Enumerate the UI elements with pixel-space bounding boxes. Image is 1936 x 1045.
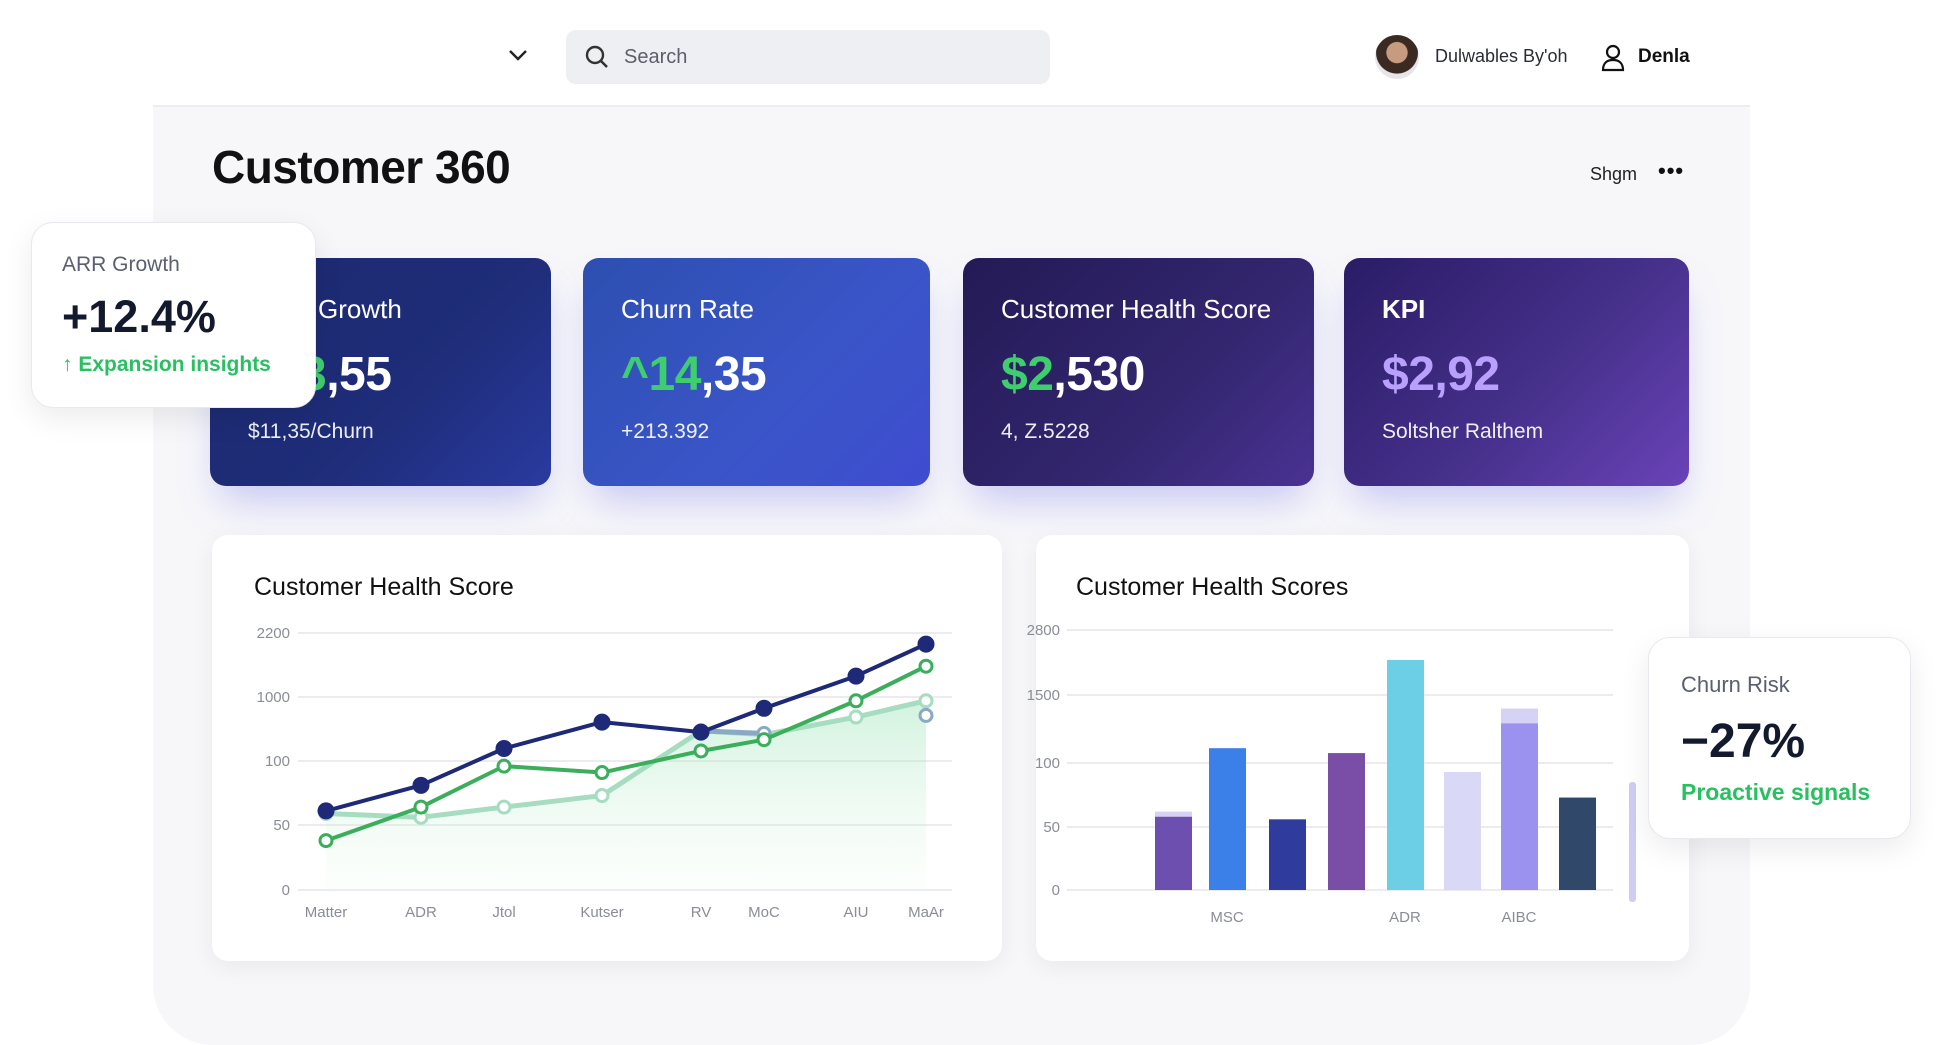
- popover-value: −27%: [1681, 715, 1806, 768]
- arr-growth-popover: ARR Growth +12.4% ↑ Expansion insights: [31, 222, 316, 408]
- card-sub: +213.392: [621, 420, 710, 443]
- card-sub: $11,35/Churn: [248, 420, 374, 443]
- kpi-card-churn-rate[interactable]: Churn Rate ^14,35 +213.392: [583, 258, 930, 486]
- card-value: ,55: [326, 348, 392, 401]
- more-options-icon[interactable]: •••: [1658, 158, 1685, 183]
- card-value-accent: $2: [1001, 348, 1054, 401]
- chevron-down-icon[interactable]: [505, 42, 531, 68]
- popover-insight[interactable]: ↑ Expansion insights: [62, 353, 271, 376]
- kpi-card-kpi[interactable]: KPI $2,92 Soltsher Ralthem: [1344, 258, 1689, 486]
- card-sub: 4, Z.5228: [1001, 420, 1090, 443]
- card-value: ,530: [1053, 348, 1145, 401]
- card-value-accent: $2,92: [1382, 348, 1500, 401]
- share-button[interactable]: Shgm: [1590, 164, 1638, 184]
- card-label: Growth: [318, 294, 402, 324]
- popover-label: Churn Risk: [1681, 672, 1790, 697]
- search-icon: [585, 45, 608, 68]
- popover-value: +12.4%: [62, 291, 216, 342]
- person-icon[interactable]: [1600, 44, 1626, 72]
- kpi-card-health-score[interactable]: Customer Health Score $2,530 4, Z.5228: [963, 258, 1314, 486]
- card-value: ,35: [700, 348, 767, 401]
- avatar[interactable]: [1375, 35, 1419, 79]
- card-sub: Soltsher Ralthem: [1382, 420, 1544, 443]
- page-title: Customer 360: [212, 141, 511, 193]
- search-placeholder: Search: [624, 45, 688, 68]
- chart-title: Customer Health Scores: [1076, 573, 1349, 601]
- card-value-accent: ^14: [621, 348, 701, 401]
- search-input[interactable]: Search: [566, 30, 1050, 84]
- bar-chart-card: Customer Health Scores: [1036, 535, 1689, 961]
- line-chart-card: Customer Health Score: [212, 535, 1002, 961]
- churn-risk-popover: Churn Risk −27% Proactive signals: [1648, 637, 1911, 839]
- user-name[interactable]: Dulwables By'oh: [1435, 46, 1568, 66]
- account-label[interactable]: Denla: [1638, 46, 1690, 67]
- card-label: Churn Rate: [621, 294, 754, 324]
- popover-label: ARR Growth: [62, 253, 180, 276]
- chart-title: Customer Health Score: [254, 573, 514, 601]
- popover-insight[interactable]: Proactive signals: [1681, 779, 1871, 805]
- card-label: KPI: [1382, 294, 1426, 324]
- card-label: Customer Health Score: [1001, 294, 1272, 324]
